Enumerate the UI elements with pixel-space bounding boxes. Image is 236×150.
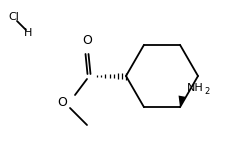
Text: O: O: [57, 96, 67, 108]
Text: H: H: [24, 28, 32, 38]
Text: 2: 2: [204, 87, 209, 96]
Text: O: O: [82, 34, 92, 48]
Polygon shape: [179, 96, 185, 107]
Text: NH: NH: [187, 83, 204, 93]
Text: Cl: Cl: [8, 12, 19, 22]
